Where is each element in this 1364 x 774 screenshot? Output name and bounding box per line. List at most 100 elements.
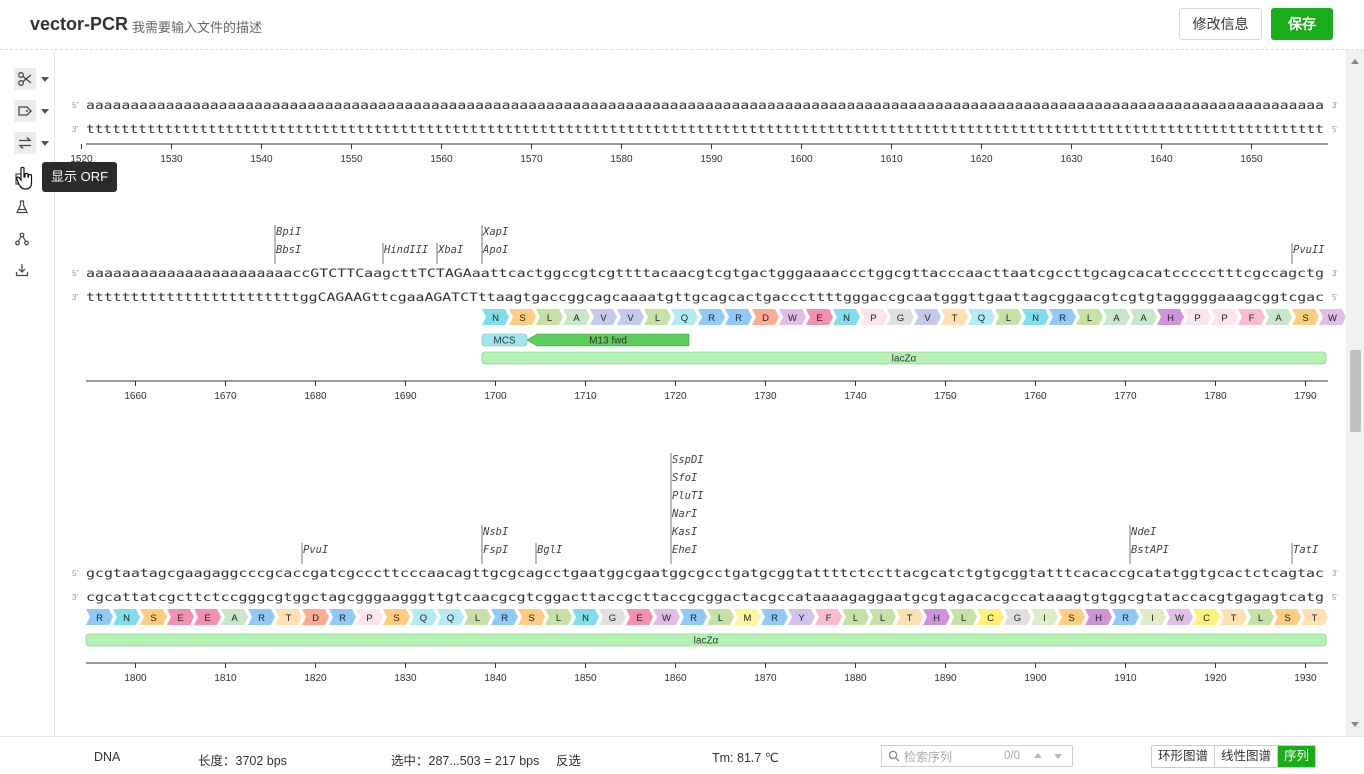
- amino-acid-block[interactable]: [563, 309, 590, 325]
- amino-acid-block[interactable]: [896, 609, 923, 625]
- amino-acid-block[interactable]: [599, 609, 626, 625]
- chevron-down-icon[interactable]: [41, 140, 49, 146]
- amino-acid-block[interactable]: [914, 309, 941, 325]
- amino-acid-block[interactable]: [536, 309, 563, 325]
- amino-acid-block[interactable]: [1247, 609, 1274, 625]
- enzyme-label[interactable]: BglI: [537, 544, 563, 556]
- scroll-thumb[interactable]: [1350, 350, 1361, 432]
- seq-row-2-bottom-strand[interactable]: ttttttttttttttttttttttttggCAGAAGttcgaaAG…: [86, 291, 1324, 304]
- seq-row-2-top-strand[interactable]: aaaaaaaaaaaaaaaaaaaaaaaccGTCTTCaagcttTCT…: [86, 267, 1324, 280]
- amino-acid-block[interactable]: [1103, 309, 1130, 325]
- enzyme-label[interactable]: EheI: [672, 544, 698, 556]
- amino-acid-block[interactable]: [1166, 609, 1193, 625]
- amino-acid-block[interactable]: [491, 609, 518, 625]
- amino-acid-block[interactable]: [518, 609, 545, 625]
- amino-acid-block[interactable]: [707, 609, 734, 625]
- enzyme-label[interactable]: PvuI: [303, 544, 329, 556]
- amino-acid-block[interactable]: [815, 609, 842, 625]
- amino-acid-block[interactable]: [1157, 309, 1184, 325]
- amino-acid-block[interactable]: [788, 609, 815, 625]
- amino-acid-block[interactable]: [842, 609, 869, 625]
- amino-acid-block[interactable]: [671, 309, 698, 325]
- chevron-down-icon[interactable]: [41, 76, 49, 82]
- amino-acid-block[interactable]: [806, 309, 833, 325]
- amino-acid-block[interactable]: [1238, 309, 1265, 325]
- seq-row-3-bottom-strand[interactable]: cgcattatcgcttctccgggcgtggctagcgggaagggtt…: [86, 591, 1324, 604]
- amino-acid-block[interactable]: [1319, 309, 1346, 325]
- feature-block[interactable]: [85, 633, 1327, 647]
- amino-acid-block[interactable]: [1292, 309, 1319, 325]
- amino-acid-block[interactable]: [1211, 309, 1238, 325]
- vertical-scrollbar[interactable]: [1346, 50, 1364, 736]
- chevron-down-icon[interactable]: [41, 108, 49, 114]
- amino-acid-block[interactable]: [1184, 309, 1211, 325]
- amino-acid-block[interactable]: [572, 609, 599, 625]
- amino-acid-block[interactable]: [950, 609, 977, 625]
- tab-sequence[interactable]: 序列: [1278, 746, 1316, 767]
- tag-tool[interactable]: [14, 99, 50, 123]
- amino-acid-block[interactable]: [86, 609, 113, 625]
- enzyme-label[interactable]: SfoI: [672, 472, 698, 484]
- enzyme-label[interactable]: BpiI: [276, 226, 302, 238]
- amino-acid-block[interactable]: [1265, 309, 1292, 325]
- scroll-up-icon[interactable]: [1351, 59, 1359, 64]
- tab-linear-map[interactable]: 线性图谱: [1215, 746, 1279, 767]
- amino-acid-block[interactable]: [698, 309, 725, 325]
- next-match-icon[interactable]: [1054, 754, 1062, 759]
- search-input[interactable]: [904, 748, 1004, 765]
- amino-acid-block[interactable]: [752, 309, 779, 325]
- amino-acid-block[interactable]: [221, 609, 248, 625]
- file-description[interactable]: 我需要输入文件的描述: [132, 20, 263, 35]
- seq-row-3-top-strand[interactable]: gcgtaatagcgaagaggcccgcaccgatcgcccttcccaa…: [86, 567, 1324, 580]
- amino-acid-block[interactable]: [644, 309, 671, 325]
- amino-acid-block[interactable]: [734, 609, 761, 625]
- amino-acid-block[interactable]: [302, 609, 329, 625]
- enzyme-label[interactable]: XbaI: [437, 244, 464, 256]
- amino-acid-block[interactable]: [329, 609, 356, 625]
- swap-tool[interactable]: [14, 131, 50, 155]
- amino-acid-block[interactable]: [1058, 609, 1085, 625]
- amino-acid-block[interactable]: [1112, 609, 1139, 625]
- amino-acid-block[interactable]: [194, 609, 221, 625]
- enzyme-label[interactable]: NdeI: [1130, 526, 1157, 538]
- download-tool[interactable]: [14, 258, 50, 282]
- amino-acid-block[interactable]: [995, 309, 1022, 325]
- amino-acid-block[interactable]: [833, 309, 860, 325]
- amino-acid-block[interactable]: [167, 609, 194, 625]
- primer-tool[interactable]: [14, 195, 50, 219]
- sequence-view[interactable]: 5' 3' 3' 5' aaaaaaaaaaaaaaaaaaaaaaaaaaaaaaaa…: [56, 51, 1346, 736]
- enzyme-label[interactable]: TatI: [1293, 544, 1319, 556]
- amino-acid-block[interactable]: [437, 609, 464, 625]
- amino-acid-block[interactable]: [887, 309, 914, 325]
- amino-acid-block[interactable]: [356, 609, 383, 625]
- amino-acid-block[interactable]: [1004, 609, 1031, 625]
- amino-acid-block[interactable]: [761, 609, 788, 625]
- sequence-canvas[interactable]: 5' 3' 3' 5' aaaaaaaaaaaaaaaaaaaaaaaaaaaaaaaa…: [56, 51, 1346, 736]
- amino-acid-block[interactable]: [653, 609, 680, 625]
- amino-acid-block[interactable]: [617, 309, 644, 325]
- amino-acid-block[interactable]: [1130, 309, 1157, 325]
- amino-acid-block[interactable]: [1076, 309, 1103, 325]
- amino-acid-block[interactable]: [482, 309, 509, 325]
- enzyme-label[interactable]: NarI: [671, 508, 698, 520]
- sequence-search[interactable]: 0/0: [881, 745, 1073, 767]
- enzyme-label[interactable]: FspI: [483, 544, 509, 556]
- enzyme-label[interactable]: BbsI: [276, 244, 302, 256]
- enzyme-label[interactable]: XapI: [482, 226, 509, 238]
- amino-acid-block[interactable]: [725, 309, 752, 325]
- amino-acid-block[interactable]: [1085, 609, 1112, 625]
- enzyme-label[interactable]: HindIII: [383, 244, 429, 256]
- scroll-down-icon[interactable]: [1351, 722, 1359, 727]
- amino-acid-block[interactable]: [113, 609, 140, 625]
- amino-acid-block[interactable]: [545, 609, 572, 625]
- amino-acid-block[interactable]: [410, 609, 437, 625]
- amino-acid-block[interactable]: [977, 609, 1004, 625]
- enzyme-label[interactable]: PvuII: [1293, 244, 1325, 256]
- amino-acid-block[interactable]: [590, 309, 617, 325]
- enzyme-label[interactable]: PluTI: [672, 490, 704, 502]
- amino-acid-block[interactable]: [968, 309, 995, 325]
- amino-acid-block[interactable]: [941, 309, 968, 325]
- amino-acid-block[interactable]: [383, 609, 410, 625]
- network-tool[interactable]: [14, 227, 50, 251]
- amino-acid-block[interactable]: [1220, 609, 1247, 625]
